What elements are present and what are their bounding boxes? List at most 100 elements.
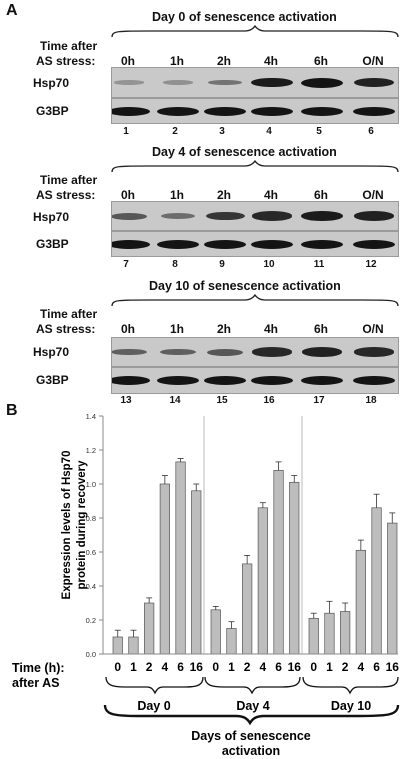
- bar-day-4-4: [257, 507, 268, 655]
- block-1-tp-2: 2h: [216, 54, 231, 68]
- block-3-tp-4: 6h: [313, 322, 328, 336]
- panel-b-letter: B: [6, 402, 18, 419]
- block-3-lane-1: 13: [120, 395, 132, 406]
- g3bp-band-1-4: [251, 106, 293, 116]
- g3bp-band-2-5: [301, 239, 343, 249]
- g3bp-band-2-2: [157, 239, 199, 249]
- block-2-hsp70-blot: [111, 201, 399, 231]
- block-3-time-label-1: Time after: [40, 307, 98, 321]
- hsp70-band-2-5: [301, 211, 343, 221]
- block-2-hsp70-label: Hsp70: [33, 210, 70, 224]
- block-2-lane-5: 11: [313, 259, 325, 270]
- block-3-lane-3: 15: [216, 395, 228, 406]
- footer-line-1: Days of senescence: [191, 729, 311, 743]
- bar-day-0-6: [175, 461, 186, 655]
- brace-day-4: [204, 676, 301, 695]
- block-1-time-label-2: AS stress:: [36, 54, 96, 68]
- block-2-lane-2: 8: [172, 259, 178, 270]
- x-tick-label: 1: [326, 660, 333, 674]
- bar-day-0-1: [128, 636, 139, 655]
- g3bp-band-1-2: [157, 106, 199, 116]
- block-3-tp-2: 2h: [216, 322, 231, 336]
- y-tick-label: 0.0: [86, 650, 96, 659]
- block-1-title: Day 0 of senescence activation: [152, 10, 337, 24]
- block-2-title: Day 4 of senescence activation: [152, 145, 337, 159]
- g3bp-band-1-1: [112, 106, 150, 116]
- g3bp-band-1-3: [204, 106, 246, 116]
- block-1-hsp70-blot: [111, 67, 399, 98]
- bar-day-4-0: [210, 609, 221, 655]
- block-1-lane-2: 2: [172, 126, 178, 137]
- block-2-brace: [111, 160, 399, 173]
- g3bp-band-2-3: [204, 239, 246, 249]
- hsp70-band-3-4: [251, 347, 293, 357]
- block-3-title: Day 10 of senescence activation: [149, 279, 341, 293]
- hsp70-bar-chart: 0.00.20.40.60.81.01.21.4 0 1 2 4 6 16 0 1 2 4 6 16 0…: [12, 412, 400, 758]
- footer-line-2: activation: [222, 744, 280, 758]
- x-tick-label: 6: [177, 660, 184, 674]
- block-2-tp-4: 6h: [313, 188, 328, 202]
- g3bp-band-2-1: [112, 239, 150, 249]
- g3bp-band-3-2: [157, 376, 199, 385]
- group-label-day-4: Day 4: [236, 699, 269, 713]
- block-1-tp-3: 4h: [263, 54, 278, 68]
- x-tick-label: 16: [288, 660, 302, 674]
- block-3-hsp70-blot: [111, 337, 399, 367]
- panel-a-letter: A: [6, 2, 18, 19]
- block-3-g3bp-label: G3BP: [36, 373, 69, 387]
- brace-day-0: [105, 676, 204, 695]
- block-3-tp-5: O/N: [362, 322, 384, 336]
- x-tick-label: 0: [114, 660, 121, 674]
- g3bp-band-2-4: [251, 239, 293, 249]
- block-2-g3bp-blot: [111, 231, 399, 257]
- time-label-1: Time (h):: [12, 661, 65, 675]
- block-2-tp-1: 1h: [169, 188, 184, 202]
- hsp70-band-2-1: [112, 212, 147, 220]
- hsp70-band-2-6: [353, 211, 395, 221]
- block-1-lane-5: 5: [316, 126, 322, 137]
- bar-day-10-2: [340, 611, 351, 655]
- x-tick-label: 4: [162, 660, 169, 674]
- y-tick-label: 0.2: [86, 616, 96, 625]
- g3bp-band-2-6: [353, 239, 395, 249]
- bar-day-10-0: [308, 617, 319, 655]
- block-3-lane-6: 18: [365, 395, 377, 406]
- g3bp-band-3-6: [353, 376, 395, 385]
- hsp70-band-3-2: [160, 348, 196, 356]
- hsp70-band-3-5: [301, 347, 343, 357]
- bar-day-0-2: [144, 602, 155, 655]
- block-2-tp-0: 0h: [120, 188, 135, 202]
- block-2-lane-6: 12: [365, 259, 377, 270]
- y-axis-label-line-1: Expression levels of Hsp70: [61, 451, 73, 600]
- y-tick-label: 1.0: [86, 480, 96, 489]
- g3bp-band-3-5: [301, 376, 343, 385]
- hsp70-band-1-1: [113, 80, 145, 85]
- hsp70-band-1-2: [162, 80, 194, 85]
- x-tick-label: 1: [130, 660, 137, 674]
- block-2-tp-3: 4h: [263, 188, 278, 202]
- bar-day-4-2: [242, 563, 253, 655]
- g3bp-band-1-5: [301, 106, 343, 116]
- x-tick-label: 4: [260, 660, 267, 674]
- hsp70-band-2-3: [205, 211, 245, 221]
- bar-day-4-1: [226, 628, 237, 655]
- bar-day-0-0: [112, 636, 123, 655]
- block-3-lane-5: 17: [313, 395, 325, 406]
- bar-day-4-6: [273, 470, 284, 655]
- hsp70-band-2-4: [251, 211, 293, 221]
- block-2-lane-3: 9: [219, 259, 225, 270]
- block-2-time-label-1: Time after: [40, 173, 98, 187]
- x-tick-label: 0: [310, 660, 317, 674]
- x-tick-label: 2: [146, 660, 153, 674]
- block-1-tp-4: 6h: [313, 54, 328, 68]
- y-axis-label-line-2: protein during recovery: [76, 460, 88, 590]
- hsp70-band-1-3: [208, 79, 242, 86]
- x-tick-label: 16: [386, 660, 400, 674]
- x-tick-label: 4: [358, 660, 365, 674]
- block-1-hsp70-label: Hsp70: [33, 76, 70, 90]
- block-3-brace: [111, 294, 399, 307]
- bar-day-4-16: [289, 481, 300, 655]
- g3bp-band-1-6: [353, 106, 395, 116]
- hsp70-band-3-3: [207, 348, 243, 356]
- g3bp-band-3-4: [251, 376, 293, 385]
